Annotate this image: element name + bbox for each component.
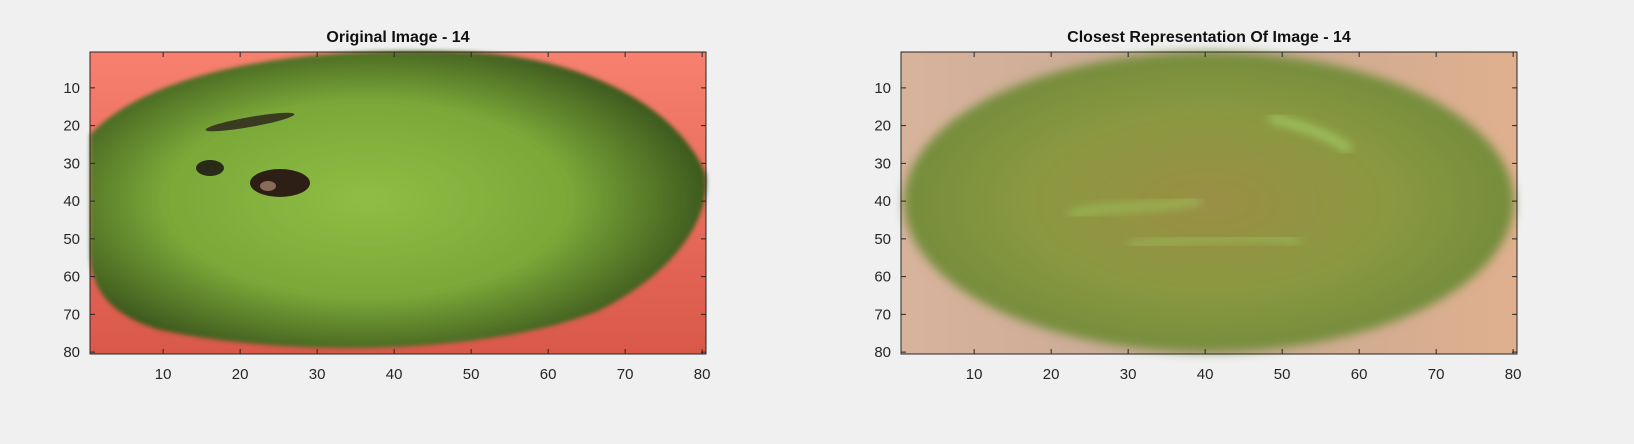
x-tick-label: 10	[155, 366, 172, 383]
y-tick-label: 70	[63, 306, 80, 323]
y-tick-label: 40	[874, 193, 891, 210]
y-tick-label: 60	[63, 269, 80, 286]
x-tick-label: 30	[309, 366, 326, 383]
y-tick-label: 80	[874, 344, 891, 361]
x-tick-label: 40	[386, 366, 403, 383]
y-tick-label: 30	[874, 155, 891, 172]
y-tick-label: 40	[63, 193, 80, 210]
x-tick-label: 60	[1351, 366, 1368, 383]
x-tick-label: 20	[232, 366, 249, 383]
ticks-reconstruction: 10 20 30 40 50 60 70 80 10 20 30 40 50 60 70 80	[874, 52, 1521, 383]
x-tick-label: 80	[694, 366, 711, 383]
x-tick-label: 30	[1120, 366, 1137, 383]
y-tick-label: 60	[874, 269, 891, 286]
axes-original[interactable]: Original Image - 14 10 20 30 40 50 60 70 80 10 20…	[0, 0, 800, 444]
y-tick-label: 50	[63, 231, 80, 248]
image-original	[90, 50, 707, 354]
x-tick-label: 80	[1505, 366, 1522, 383]
x-tick-label: 20	[1043, 366, 1060, 383]
x-tick-label: 40	[1197, 366, 1214, 383]
x-tick-label: 70	[617, 366, 634, 383]
y-tick-label: 20	[874, 118, 891, 135]
y-tick-label: 70	[874, 306, 891, 323]
y-tick-label: 10	[63, 80, 80, 97]
y-tick-label: 30	[63, 155, 80, 172]
x-tick-label: 50	[463, 366, 480, 383]
y-tick-label: 10	[874, 80, 891, 97]
axes-box-reconstruction	[900, 51, 1518, 355]
y-tick-label: 20	[63, 118, 80, 135]
x-tick-label: 10	[966, 366, 983, 383]
axes-box-original	[89, 51, 707, 355]
y-tick-label: 50	[874, 231, 891, 248]
x-tick-label: 60	[540, 366, 557, 383]
axes-title-reconstruction: Closest Representation Of Image - 14	[1067, 29, 1351, 46]
ticks-original: 10 20 30 40 50 60 70 80 10 20 30 40 50 60 70 80	[63, 52, 710, 383]
axes-title-original: Original Image - 14	[326, 29, 470, 46]
axes-plot-original[interactable]: 10 20 30 40 50 60 70 80 10 20 30 40 50 60 70 80	[0, 0, 800, 444]
x-tick-label: 70	[1428, 366, 1445, 383]
image-reconstruction	[901, 52, 1517, 354]
y-tick-label: 80	[63, 344, 80, 361]
x-tick-label: 50	[1274, 366, 1291, 383]
